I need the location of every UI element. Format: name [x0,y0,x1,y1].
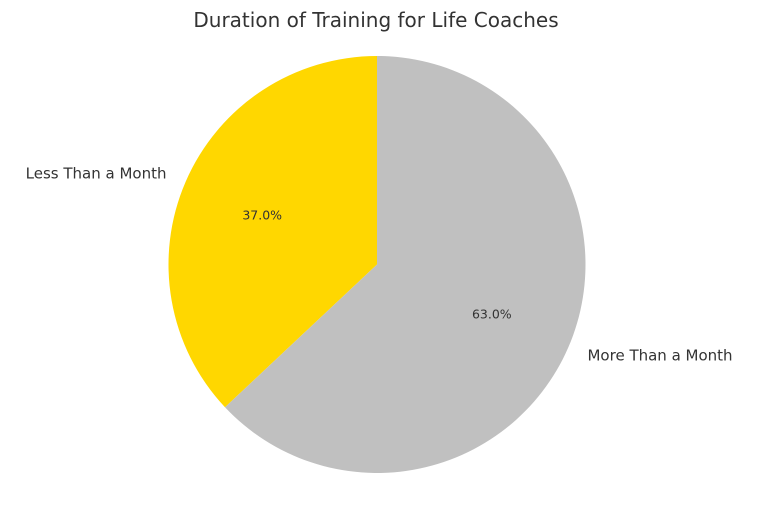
chart-title: Duration of Training for Life Coaches [193,8,558,32]
percent-label-less-than-a-month: 37.0% [242,207,282,222]
pie-slice-more-than-a-month [225,56,586,473]
percent-label-more-than-a-month: 63.0% [472,307,512,322]
pie-slices [168,56,586,473]
slice-label-more-than-a-month: More Than a Month [587,347,732,365]
slice-label-less-than-a-month: Less Than a Month [26,164,167,182]
pie-labels: Less Than a Month 37.0% More Than a Month 6… [26,164,733,364]
pie-slice-less-than-a-month [168,56,377,408]
